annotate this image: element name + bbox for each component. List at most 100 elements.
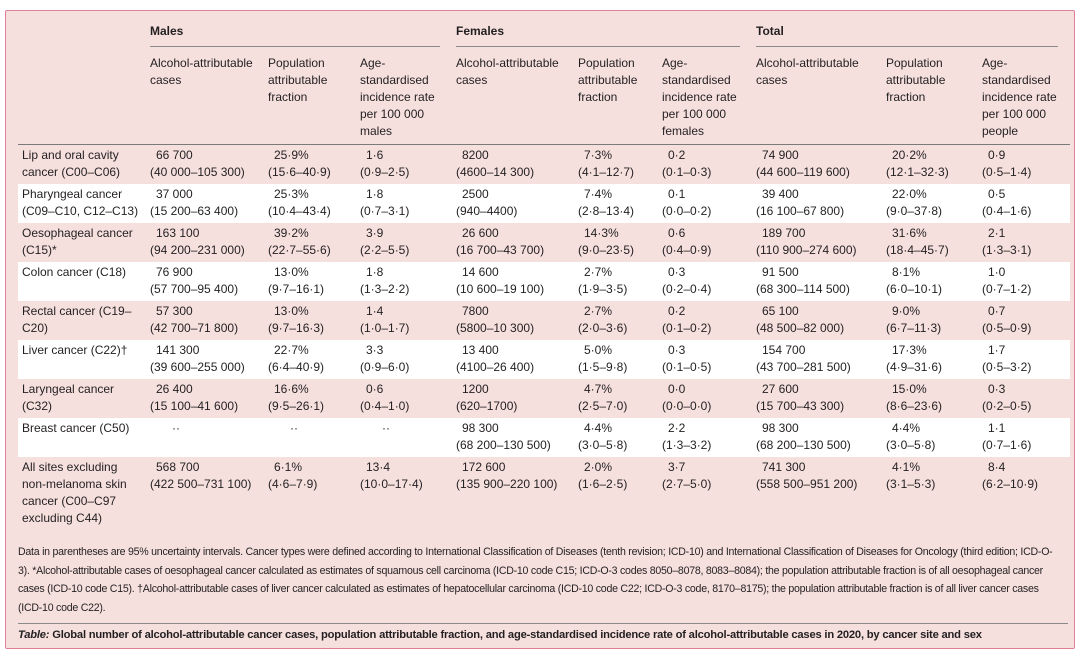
table-cell: 65 100 (48 500–82 000) — [752, 301, 882, 340]
cell-interval: (0·5–1·4) — [982, 165, 1032, 179]
table-cell: 741 300 (558 500–951 200) — [752, 457, 882, 530]
cell-interval: (9·5–26·1) — [268, 399, 325, 413]
cell-interval: (2·8–13·4) — [578, 204, 635, 218]
cell-value: 14 600 — [462, 265, 499, 279]
cell-value: 172 600 — [462, 460, 506, 474]
cell-value: 13·0% — [274, 304, 309, 318]
row-label: Breast cancer (C50) — [18, 418, 146, 457]
cell-interval: (6·7–11·3) — [886, 321, 942, 335]
table-cell: 27 600 (15 700–43 300) — [752, 379, 882, 418]
cell-value: 1·1 — [988, 421, 1006, 435]
cell-interval: (0·9–6·0) — [360, 360, 410, 374]
table-panel: Males Females Total Alcohol-attributable… — [5, 10, 1075, 649]
cell-value: 2500 — [462, 187, 489, 201]
data-table: Males Females Total Alcohol-attributable… — [18, 17, 1070, 530]
cell-interval: (422 500–731 100) — [150, 477, 252, 491]
col-header: Alcohol-attributable cases — [752, 53, 882, 145]
table-cell: 66 700 (40 000–105 300) — [146, 145, 264, 185]
cell-value: 1200 — [462, 382, 489, 396]
table-cell: 7·3% (4·1–12·7) — [574, 145, 658, 185]
cell-interval: (3·0–5·8) — [886, 438, 936, 452]
cell-value: 25·9% — [274, 148, 309, 162]
col-header: Population attributable fraction — [264, 53, 356, 145]
table-cell: 76 900 (57 700–95 400) — [146, 262, 264, 301]
col-header: Alcohol-attributable cases — [146, 53, 264, 145]
row-label: Laryngeal cancer (C32) — [22, 382, 115, 413]
cell-value: 0·3 — [988, 382, 1006, 396]
cell-interval: (0·1–0·2) — [662, 321, 712, 335]
cell-value: 4·4% — [892, 421, 921, 435]
table-caption: Table: Global number of alcohol-attribut… — [18, 629, 982, 641]
cell-interval: (15 200–63 400) — [150, 204, 239, 218]
cell-interval: (9·0–23·5) — [578, 243, 635, 257]
cell-interval: (135 900–220 100) — [456, 477, 558, 491]
table-cell: 0·2 (0·1–0·2) — [658, 301, 752, 340]
cell-interval: (5800–10 300) — [456, 321, 535, 335]
table-cell: 163 100 (94 200–231 000) — [146, 223, 264, 262]
cell-value: 3·9 — [366, 226, 384, 240]
table-cell: 1·8 (0·7–3·1) — [356, 184, 452, 223]
cell-value: 2·0% — [584, 460, 613, 474]
col-header: Age-standardised incidence rate per 100 … — [356, 53, 452, 145]
caption-text: Global number of alcohol-attributable ca… — [49, 629, 982, 641]
cell-interval: (9·0–37·8) — [886, 204, 943, 218]
cell-interval: (15·6–40·9) — [268, 165, 331, 179]
table-cell: 8·4 (6·2–10·9) — [978, 457, 1070, 530]
cell-value: 22·7% — [274, 343, 309, 357]
cell-value: 74 900 — [762, 148, 799, 162]
table-cell: 16·6% (9·5–26·1) — [264, 379, 356, 418]
cell-interval: (22·7–55·6) — [268, 243, 331, 257]
table-cell: 13·0% (9·7–16·1) — [264, 262, 356, 301]
cell-interval: (1·3–2·2) — [360, 282, 410, 296]
table-cell: 4·7% (2·5–7·0) — [574, 379, 658, 418]
table-cell: 189 700 (110 900–274 600) — [752, 223, 882, 262]
col-header: Alcohol-attributable cases — [452, 53, 574, 145]
cell-value: 0·3 — [668, 265, 686, 279]
row-label: Oesophageal cancer (C15)* — [22, 226, 133, 257]
table-cell: 8·1% (6·0–10·1) — [882, 262, 978, 301]
table-cell: 2·7% (2·0–3·6) — [574, 301, 658, 340]
table-cell: 1·0 (0·7–1·2) — [978, 262, 1070, 301]
caption-divider — [18, 623, 1068, 624]
table-cell: 74 900 (44 600–119 600) — [752, 145, 882, 185]
cell-interval: (12·1–32·3) — [886, 165, 949, 179]
table-row: Lip and oral cavity cancer (C00–C06) 66 7… — [18, 145, 1070, 185]
cell-interval: (6·0–10·1) — [886, 282, 943, 296]
cell-value: 568 700 — [156, 460, 200, 474]
table-row: All sites excluding non-melanoma skin ca… — [18, 457, 1070, 530]
row-label: Rectal cancer (C19–C20) — [22, 304, 132, 335]
table-cell: ·· — [264, 418, 356, 457]
table-cell: 1·6 (0·9–2·5) — [356, 145, 452, 185]
cell-value: 13·4 — [366, 460, 391, 474]
table-cell: 1·1 (0·7–1·6) — [978, 418, 1070, 457]
cell-interval: (1·5–9·8) — [578, 360, 628, 374]
cell-interval: (2·2–5·5) — [360, 243, 410, 257]
cell-interval: (16 100–67 800) — [756, 204, 845, 218]
table-cell: 1200 (620–1700) — [452, 379, 574, 418]
cell-interval: (10·4–43·4) — [268, 204, 331, 218]
table-cell: 13·4 (10·0–17·4) — [356, 457, 452, 530]
cell-interval: (15 700–43 300) — [756, 399, 845, 413]
cell-value: 4·1% — [892, 460, 921, 474]
cell-value: 163 100 — [156, 226, 200, 240]
cell-value: 1·0 — [988, 265, 1006, 279]
table-cell: 2500 (940–4400) — [452, 184, 574, 223]
cell-interval: (0·0–0·0) — [662, 399, 712, 413]
cell-interval: (558 500–951 200) — [756, 477, 858, 491]
cell-value: 1·6 — [366, 148, 384, 162]
cell-interval: (0·1–0·5) — [662, 360, 712, 374]
table-cell: 5·0% (1·5–9·8) — [574, 340, 658, 379]
table-row: Colon cancer (C18) 76 900 (57 700–95 400) 1… — [18, 262, 1070, 301]
cell-value: 26 400 — [156, 382, 193, 396]
cell-value: 2·2 — [668, 421, 686, 435]
cell-interval: (1·9–3·5) — [578, 282, 628, 296]
cell-value: 66 700 — [156, 148, 193, 162]
table-cell: 8200 (4600–14 300) — [452, 145, 574, 185]
table-cell: 0·3 (0·2–0·4) — [658, 262, 752, 301]
cell-interval: (39 600–255 000) — [150, 360, 245, 374]
cell-interval: (0·7–3·1) — [360, 204, 410, 218]
cell-interval: (2·5–7·0) — [578, 399, 628, 413]
cell-value: 26 600 — [462, 226, 499, 240]
cell-interval: (0·1–0·3) — [662, 165, 712, 179]
table-cell: 20·2% (12·1–32·3) — [882, 145, 978, 185]
